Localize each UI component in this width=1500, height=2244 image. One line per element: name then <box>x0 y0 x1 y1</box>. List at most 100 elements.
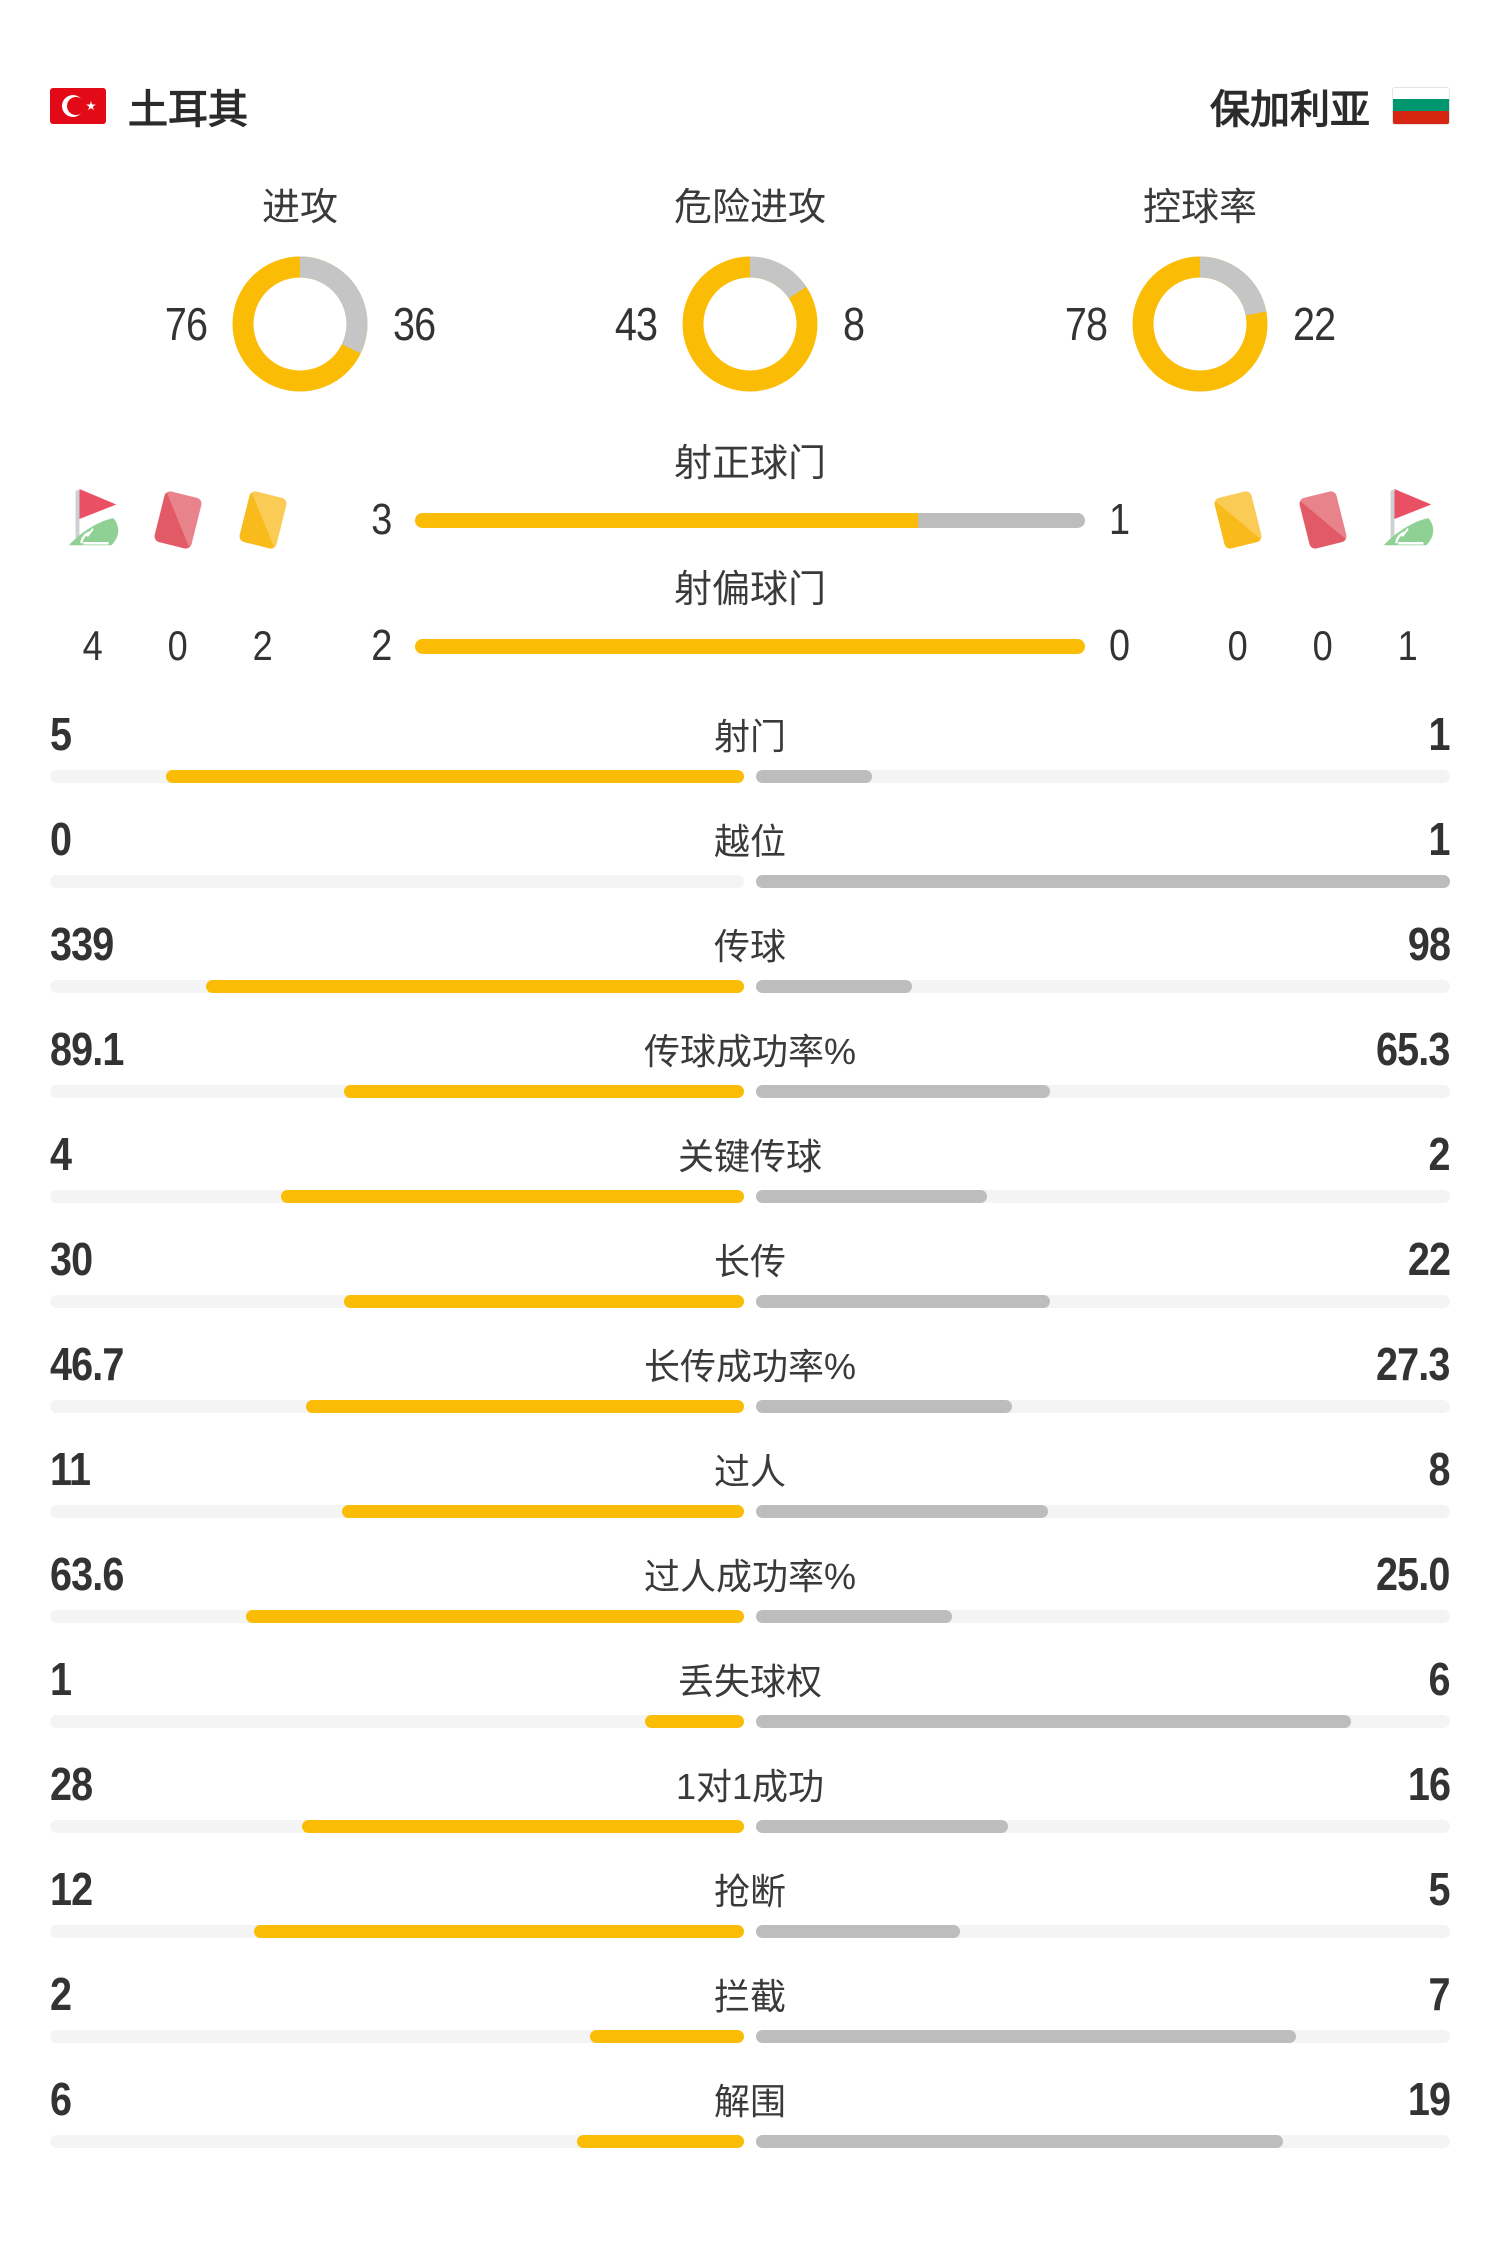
donut-chart: 进攻 76 36 <box>90 176 510 395</box>
donut-svg <box>682 256 818 392</box>
stat-label: 长传成功率% <box>643 1346 856 1387</box>
turkey-flag-icon <box>50 88 106 124</box>
away-bar-fill <box>756 1400 1013 1413</box>
stat-label: 解围 <box>713 2081 786 2122</box>
away-bar-segment <box>917 512 1085 528</box>
donut-charts: 进攻 76 36 危险进攻 43 8 控球率 78 <box>90 176 1410 395</box>
home-stat-value: 2 <box>50 1968 72 2020</box>
away-red-cards-count: 0 <box>1312 622 1333 669</box>
home-bar-fill <box>342 1505 744 1518</box>
home-team-name: 土耳其 <box>128 88 248 132</box>
home-red-card-icon <box>135 490 220 550</box>
away-shots-off-target-value: 0 <box>1109 621 1130 670</box>
away-stat-value: 98 <box>1407 918 1451 970</box>
home-bar-fill <box>302 1820 744 1833</box>
away-bar-fill <box>756 1295 1050 1308</box>
away-donut-value: 36 <box>393 298 436 350</box>
donut-ring: 43 8 <box>615 253 865 395</box>
stat-row: 89.1 传球成功率% 65.3 <box>50 1021 1451 1126</box>
home-stat-value: 4 <box>50 1128 72 1180</box>
home-stat-value: 339 <box>50 918 114 970</box>
stat-row: 2 拦截 7 <box>50 1966 1451 2071</box>
home-shots-off-target-value: 2 <box>370 621 392 670</box>
home-bar-fill <box>589 2030 744 2043</box>
away-bar-fill <box>756 770 872 783</box>
home-bar-segment <box>415 512 918 528</box>
away-donut-value: 22 <box>1293 298 1336 350</box>
home-stat-value: 30 <box>50 1233 93 1285</box>
home-corner-flag-icon <box>50 484 135 556</box>
home-stat-value: 11 <box>50 1443 91 1495</box>
away-bar-fill <box>756 875 1450 888</box>
away-shots-on-target-value: 1 <box>1109 495 1130 544</box>
away-red-card-icon <box>1280 490 1365 550</box>
away-bar-fill <box>756 1505 1049 1518</box>
away-bar-fill <box>756 1085 1050 1098</box>
away-bar-fill <box>756 2135 1284 2148</box>
away-team-name: 保加利亚 <box>1210 88 1370 132</box>
home-stat-value: 46.7 <box>50 1338 124 1390</box>
away-stat-value: 1 <box>1428 708 1451 760</box>
away-stat-value: 5 <box>1428 1863 1451 1915</box>
away-stat-value: 2 <box>1428 1128 1451 1180</box>
away-bar-fill <box>756 980 912 993</box>
stat-label: 传球成功率% <box>643 1031 856 1072</box>
stat-bar-track <box>50 1295 1450 1308</box>
home-donut-value: 43 <box>614 298 658 350</box>
away-corner-flag-icon <box>1365 484 1450 556</box>
donut-chart: 控球率 78 22 <box>990 176 1410 395</box>
home-stat-value: 0 <box>50 813 72 865</box>
home-stat-value: 1 <box>50 1653 72 1705</box>
bulgaria-flag-icon <box>1392 87 1450 125</box>
donut-ring: 76 36 <box>165 253 436 395</box>
home-donut-value: 78 <box>1064 298 1108 350</box>
home-bar-fill <box>205 980 744 993</box>
shots-on-target-row: 3 1 <box>50 476 1450 564</box>
stat-label: 1对1成功 <box>675 1766 825 1807</box>
away-stat-value: 25.0 <box>1376 1548 1450 1600</box>
stat-row: 63.6 过人成功率% 25.0 <box>50 1546 1451 1651</box>
stat-label: 丢失球权 <box>677 1661 822 1702</box>
stat-row: 11 过人 8 <box>50 1441 1451 1546</box>
stat-label: 拦截 <box>713 1976 786 2017</box>
home-stat-value: 63.6 <box>50 1548 124 1600</box>
home-bar-fill <box>644 1715 744 1728</box>
donut-label: 危险进攻 <box>673 187 826 229</box>
stat-row: 339 传球 98 <box>50 916 1451 1021</box>
shots-off-target-title: 射偏球门 <box>673 569 826 611</box>
stat-row: 28 1对1成功 16 <box>50 1756 1451 1861</box>
donut-ring: 78 22 <box>1065 253 1336 395</box>
home-shots-on-target-value: 3 <box>370 495 392 544</box>
home-stat-value: 5 <box>50 708 72 760</box>
stat-bar-track <box>50 1505 1450 1518</box>
home-bar-fill <box>577 2135 744 2148</box>
stat-row: 6 解围 19 <box>50 2071 1451 2176</box>
away-bar-fill <box>756 1715 1351 1728</box>
away-team: 保加利亚 <box>1210 77 1450 135</box>
away-stat-value: 7 <box>1428 1968 1451 2020</box>
shots-off-target-row: 4 0 2 2 0 0 0 1 <box>50 602 1450 690</box>
away-stat-value: 1 <box>1428 813 1451 865</box>
stat-bar-track <box>50 1715 1450 1728</box>
home-donut-value: 76 <box>164 298 208 350</box>
shots-off-target-bar <box>415 638 1085 654</box>
header: 土耳其 保加利亚 <box>50 68 1450 144</box>
donut-svg <box>1132 256 1268 392</box>
home-bar-fill <box>343 1295 744 1308</box>
home-stat-value: 28 <box>50 1758 93 1810</box>
away-stat-value: 6 <box>1428 1653 1451 1705</box>
donut-chart: 危险进攻 43 8 <box>540 176 960 395</box>
home-stat-value: 6 <box>50 2073 72 2125</box>
away-bar-fill <box>756 1190 988 1203</box>
stat-label: 射门 <box>713 716 786 757</box>
away-bar-fill <box>756 1610 952 1623</box>
stat-bar-track <box>50 2030 1450 2043</box>
away-stat-value: 16 <box>1407 1758 1451 1810</box>
stats-list: 5 射门 1 0 越位 1 339 传球 98 <box>50 706 1451 2176</box>
away-bar-fill <box>756 1820 1009 1833</box>
away-yellow-cards-count: 0 <box>1227 622 1248 669</box>
stat-label: 传球 <box>713 926 786 967</box>
away-stat-value: 19 <box>1407 2073 1451 2125</box>
home-team: 土耳其 <box>50 77 248 135</box>
stat-bar-track <box>50 1820 1450 1833</box>
